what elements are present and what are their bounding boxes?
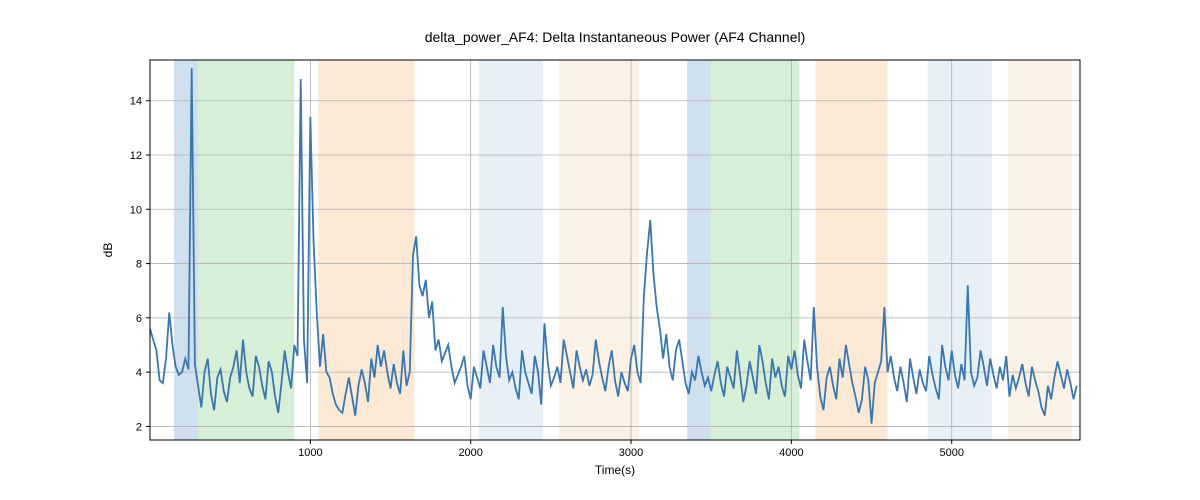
- chart-title: delta_power_AF4: Delta Instantaneous Pow…: [425, 29, 806, 45]
- x-tick-label: 2000: [458, 447, 482, 459]
- x-axis: 1000 2000 3000 4000 5000: [298, 440, 964, 459]
- chart-container: 1000 2000 3000 4000 5000 2 4 6 8 10 12 14 Time(s) dB d…: [0, 0, 1200, 500]
- x-axis-label: Time(s): [595, 463, 635, 477]
- x-tick-label: 5000: [939, 447, 963, 459]
- y-tick-label: 14: [130, 96, 142, 108]
- x-tick-label: 3000: [619, 447, 643, 459]
- y-axis: 2 4 6 8 10 12 14: [130, 96, 150, 434]
- y-axis-label: dB: [101, 243, 115, 258]
- region: [198, 60, 294, 440]
- y-tick-label: 4: [136, 367, 142, 379]
- y-tick-label: 2: [136, 421, 142, 433]
- y-tick-label: 8: [136, 259, 142, 271]
- y-tick-label: 6: [136, 313, 142, 325]
- x-tick-label: 4000: [779, 447, 803, 459]
- eeg-power-chart: 1000 2000 3000 4000 5000 2 4 6 8 10 12 14 Time(s) dB d…: [0, 0, 1200, 500]
- x-tick-label: 1000: [298, 447, 322, 459]
- y-tick-label: 12: [130, 150, 142, 162]
- region: [559, 60, 639, 440]
- y-tick-label: 10: [130, 204, 142, 216]
